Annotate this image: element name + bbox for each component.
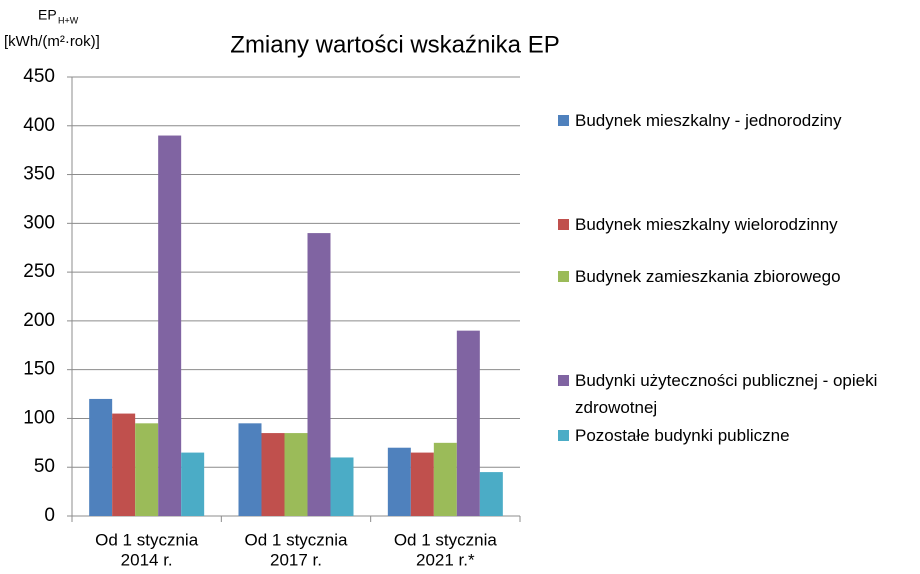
y-tick-label: 250 [23,261,55,282]
y-axis-unit: [kWh/(m²·rok)] [4,33,100,50]
bar [261,433,285,516]
y-tick-label: 0 [44,505,55,526]
y-axis-label: EP [38,7,57,23]
bar [410,452,434,516]
legend-item: Budynek mieszkalny wielorodzinny [558,211,838,238]
y-tick-label: 400 [23,115,55,136]
legend-label: Pozostałe budynki publiczne [575,426,790,445]
legend-swatch [558,375,569,386]
legend-item: Budynki użyteczności publicznej - opieki… [558,367,890,421]
x-tick-label: 2021 r.* [416,550,475,569]
bar [456,330,480,516]
legend-item: Budynek zamieszkania zbiorowego [558,263,841,290]
y-tick-label: 200 [23,310,55,331]
y-tick-label: 450 [23,66,55,87]
bar [89,398,113,516]
y-tick-label: 300 [23,212,55,233]
bar [387,447,411,516]
y-tick-label: 150 [23,359,55,380]
y-tick-label: 350 [23,164,55,185]
bar [433,442,457,516]
bar [158,135,182,517]
legend-item: Budynek mieszkalny - jednorodziny [558,107,841,134]
bar [330,457,354,516]
legend-label: Budynek mieszkalny - jednorodziny [575,111,842,130]
x-tick-label: 2017 r. [270,550,322,569]
legend-swatch [558,271,569,282]
legend-label: Budynek mieszkalny wielorodzinny [575,215,838,234]
legend-label: Budynek zamieszkania zbiorowego [575,267,841,286]
bar [112,413,136,516]
y-tick-label: 100 [23,407,55,428]
y-axis-label-subscript: H+W [58,15,79,25]
bar [307,233,331,517]
x-tick-label: Od 1 stycznia [95,530,199,549]
legend-swatch [558,219,569,230]
legend-swatch [558,115,569,126]
x-tick-label: Od 1 stycznia [394,530,498,549]
legend-label: Budynki użyteczności publicznej - opieki… [575,371,878,417]
chart-title: Zmiany wartości wskaźnika EP [230,31,559,58]
x-tick-label: 2014 r. [121,550,173,569]
legend-item: Pozostałe budynki publiczne [558,422,790,449]
x-tick-label: Od 1 stycznia [245,530,349,549]
bar [238,423,262,516]
bar [284,433,308,516]
bar [181,452,205,516]
legend-swatch [558,430,569,441]
bar [135,423,159,516]
y-tick-label: 50 [34,456,55,477]
bar [479,472,503,516]
